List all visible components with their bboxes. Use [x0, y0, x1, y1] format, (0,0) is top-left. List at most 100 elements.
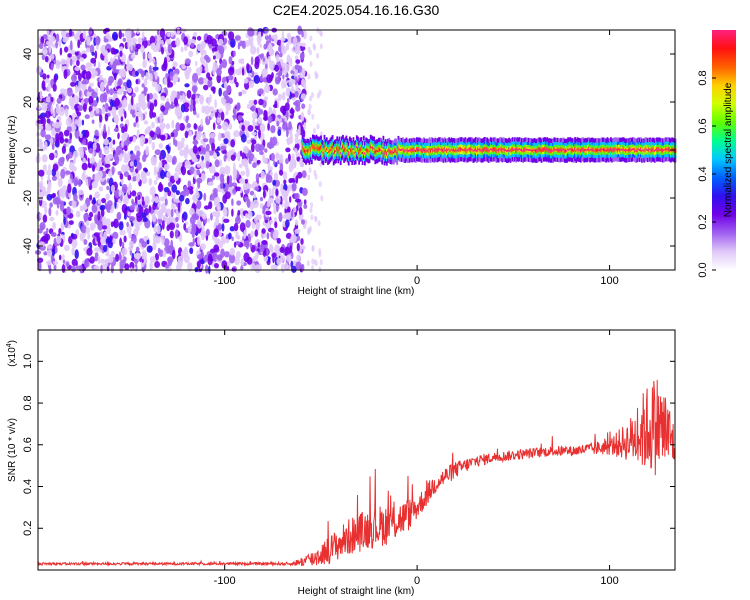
- spectrogram-cell: [157, 209, 163, 220]
- spectrogram-cell: [218, 241, 224, 249]
- spectrogram-cell: [285, 158, 289, 165]
- spectrogram-cell: [113, 190, 118, 196]
- spectrogram-cell: [110, 57, 114, 65]
- spectrogram-cell: [294, 91, 299, 98]
- spectrogram-cell: [422, 148, 425, 151]
- spectrogram-cell: [229, 226, 235, 232]
- spectrogram-cell: [529, 149, 531, 151]
- spectrogram-cell: [642, 149, 645, 152]
- spectrogram-cell: [364, 152, 366, 155]
- spectrogram-cell: [71, 247, 75, 256]
- spectrogram-cell: [383, 152, 386, 155]
- spectrogram-cell: [300, 238, 304, 245]
- spectrogram-cell: [412, 148, 415, 151]
- spectrogram-cell: [60, 222, 65, 231]
- spectrogram-cell: [250, 56, 254, 66]
- spectrogram-cell: [263, 96, 268, 101]
- spectrogram-cell: [327, 152, 329, 154]
- spectrogram-cell: [63, 129, 70, 137]
- spectrogram-cell: [219, 64, 223, 70]
- y-tick-label: 1.0: [22, 354, 34, 369]
- snr-series-line: [37, 379, 676, 567]
- spectrogram-cell: [250, 230, 254, 239]
- spectrogram-cell: [273, 33, 278, 44]
- spectrogram-cell: [404, 150, 407, 152]
- spectrogram-cell: [105, 193, 110, 201]
- spectrogram-cell: [71, 265, 77, 273]
- spectrogram-cell: [258, 31, 262, 37]
- spectrogram-cell: [643, 149, 646, 152]
- spectrogram-cell: [143, 235, 149, 241]
- spectrogram-cell: [104, 163, 111, 168]
- spectrogram-cell: [58, 131, 64, 141]
- spectrogram-cell: [142, 154, 147, 162]
- spectrogram-cell: [40, 36, 45, 45]
- spectrogram-cell: [259, 150, 264, 156]
- spectrogram-cell: [366, 149, 369, 152]
- spectrogram-cell: [451, 149, 454, 152]
- spectrogram-cell: [358, 151, 360, 154]
- spectrogram-cell: [525, 148, 528, 151]
- spectrogram-cell: [41, 80, 46, 90]
- spectrogram-cell: [357, 147, 359, 150]
- spectrogram-cell: [286, 130, 289, 138]
- spectrogram-cell: [267, 115, 273, 124]
- spectrogram-cell: [579, 149, 582, 152]
- spectrogram-cell: [58, 106, 65, 117]
- spectrogram-cell: [523, 148, 526, 151]
- spectrogram-cell: [185, 144, 189, 154]
- spectrogram-cell: [622, 148, 625, 151]
- spectrogram-cell: [127, 57, 130, 67]
- spectrogram-cell: [192, 140, 199, 145]
- spectrogram-cell: [43, 34, 48, 40]
- spectrogram-cell: [268, 187, 272, 197]
- spectrogram-cell: [636, 149, 639, 151]
- spectrogram-cell: [564, 149, 567, 152]
- spectrogram-cell: [320, 146, 322, 149]
- spectrogram-cell: [489, 148, 492, 151]
- spectrogram-cells: [34, 25, 677, 275]
- spectrogram-cell: [509, 149, 512, 152]
- spectrogram-cell: [128, 103, 131, 112]
- spectrogram-cell: [287, 88, 290, 98]
- spectrogram-cell: [54, 121, 61, 129]
- spectrogram-cell: [253, 99, 258, 105]
- spectrogram-cell: [381, 151, 384, 154]
- spectrogram-cell: [142, 217, 148, 222]
- spectrogram-cell: [317, 148, 320, 150]
- spectrogram-cell: [253, 157, 257, 163]
- spectrogram-cell: [339, 152, 342, 155]
- spectrogram-cell: [312, 145, 314, 148]
- spectrogram-cell: [494, 148, 497, 151]
- spectrogram-cell: [620, 148, 623, 151]
- spectrogram-cell: [476, 149, 478, 152]
- spectrogram-cell: [649, 148, 651, 151]
- spectrogram-cell: [582, 148, 584, 151]
- spectrogram-cell: [604, 149, 606, 151]
- spectrogram-cell: [49, 35, 56, 43]
- spectrogram-cell: [275, 188, 279, 197]
- spectrogram-cell: [585, 149, 588, 152]
- spectrogram-cell: [503, 149, 506, 151]
- spectrogram-cell: [250, 45, 257, 55]
- spectrogram-cell: [447, 149, 449, 151]
- spectrogram-cell: [207, 80, 213, 88]
- spectrogram-cell: [258, 88, 264, 95]
- spectrogram-cell: [663, 149, 665, 152]
- spectrogram-cell: [159, 28, 166, 38]
- spectrogram-cell: [532, 149, 535, 152]
- spectrogram-cell: [88, 211, 94, 218]
- spectrogram-cell: [40, 129, 46, 138]
- spectrogram-cell: [290, 210, 294, 218]
- spectrogram-cell: [248, 72, 252, 77]
- spectrogram-cell: [259, 43, 263, 48]
- spectrogram-cell: [262, 157, 268, 164]
- spectrogram-cell: [176, 111, 183, 120]
- y-tick-label: 0.2: [22, 521, 34, 536]
- spectrogram-cell: [255, 173, 260, 182]
- x-tick-label: -100: [214, 575, 236, 587]
- spectrogram-cell: [389, 150, 392, 153]
- spectrogram-cell: [279, 255, 286, 263]
- spectrogram-cell: [231, 267, 236, 272]
- spectrogram-cell: [310, 214, 314, 221]
